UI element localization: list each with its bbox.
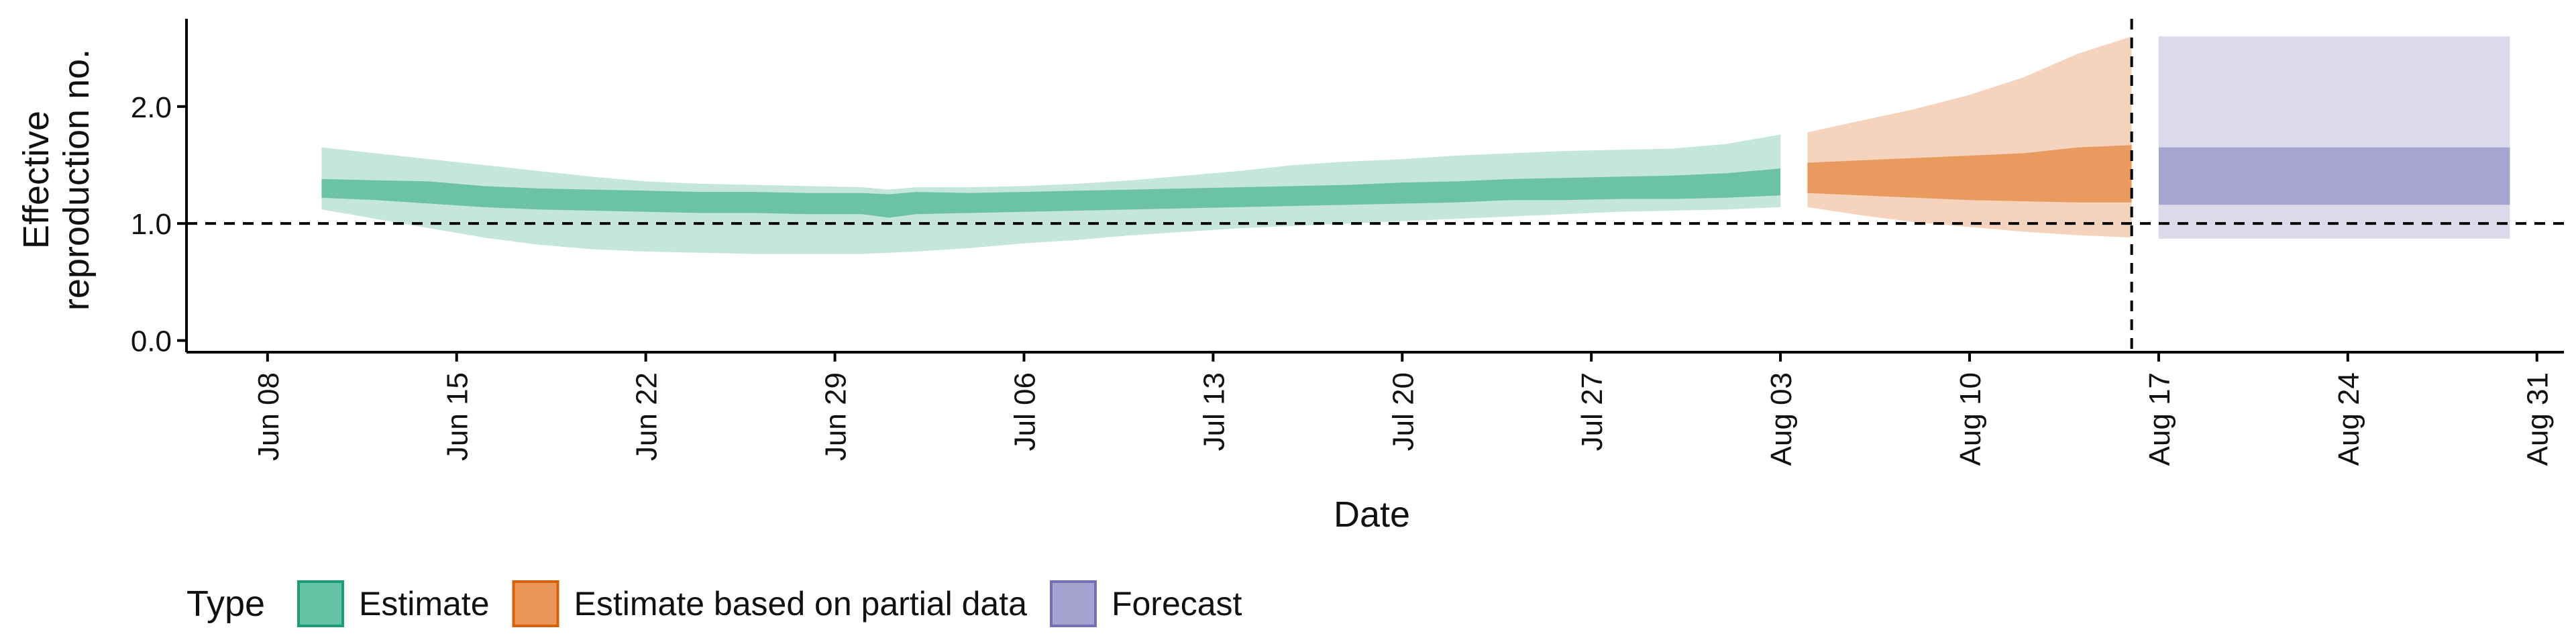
x-tick-label: Aug 24 — [2332, 372, 2365, 466]
band-outer-estimate-based-on-partial-data — [1807, 36, 2132, 238]
x-tick-label: Jul 20 — [1387, 372, 1419, 451]
band-inner-forecast — [2158, 147, 2510, 205]
legend-swatch-estimate — [297, 580, 344, 627]
legend: Type Estimate Estimate based on partial d… — [186, 580, 1242, 627]
x-tick-label: Jun 08 — [252, 372, 285, 461]
x-tick-label: Jul 13 — [1197, 372, 1230, 451]
y-tick-label: 1.0 — [131, 208, 172, 241]
legend-swatch-estimate-based-on-partial-data — [512, 580, 559, 627]
band-inner-estimate — [321, 168, 1781, 218]
x-tick-label: Aug 10 — [1954, 372, 1987, 466]
y-axis-title-line-2: reproduction no. — [56, 49, 97, 311]
x-tick-label: Jul 06 — [1009, 372, 1042, 451]
x-tick-label: Aug 03 — [1765, 372, 1798, 466]
legend-label-estimate-based-on-partial-data: Estimate based on partial data — [574, 585, 1028, 623]
x-tick-label: Aug 31 — [2522, 372, 2555, 466]
y-tick-label: 0.0 — [131, 325, 172, 358]
x-tick-label: Jun 22 — [631, 372, 663, 461]
x-tick-label: Jul 27 — [1576, 372, 1609, 451]
y-axis-title-line-1: Effective — [16, 111, 56, 249]
legend-title: Type — [186, 584, 265, 624]
legend-label-estimate: Estimate — [359, 585, 490, 623]
band-inner-estimate-based-on-partial-data — [1807, 145, 2132, 203]
x-tick-label: Jun 29 — [820, 372, 853, 461]
band-layer — [321, 36, 2510, 254]
reference-lines — [186, 19, 2564, 352]
legend-swatch-forecast — [1049, 580, 1097, 627]
band-outer-forecast — [2158, 36, 2510, 239]
x-axis-title-group: Date — [1334, 494, 1410, 535]
axes: 0.0 1.0 2.0 Jun 08 Jun 15 Jun 22 Jun 29 Jul 06 J… — [131, 19, 2564, 466]
x-axis-title: Date — [1334, 494, 1410, 535]
y-axis-title-group: Effective reproduction no. — [16, 49, 97, 311]
x-tick-label: Jun 15 — [441, 372, 474, 461]
x-tick-label: Aug 17 — [2143, 372, 2176, 466]
y-tick-label: 2.0 — [131, 91, 172, 124]
legend-label-forecast: Forecast — [1112, 585, 1242, 623]
